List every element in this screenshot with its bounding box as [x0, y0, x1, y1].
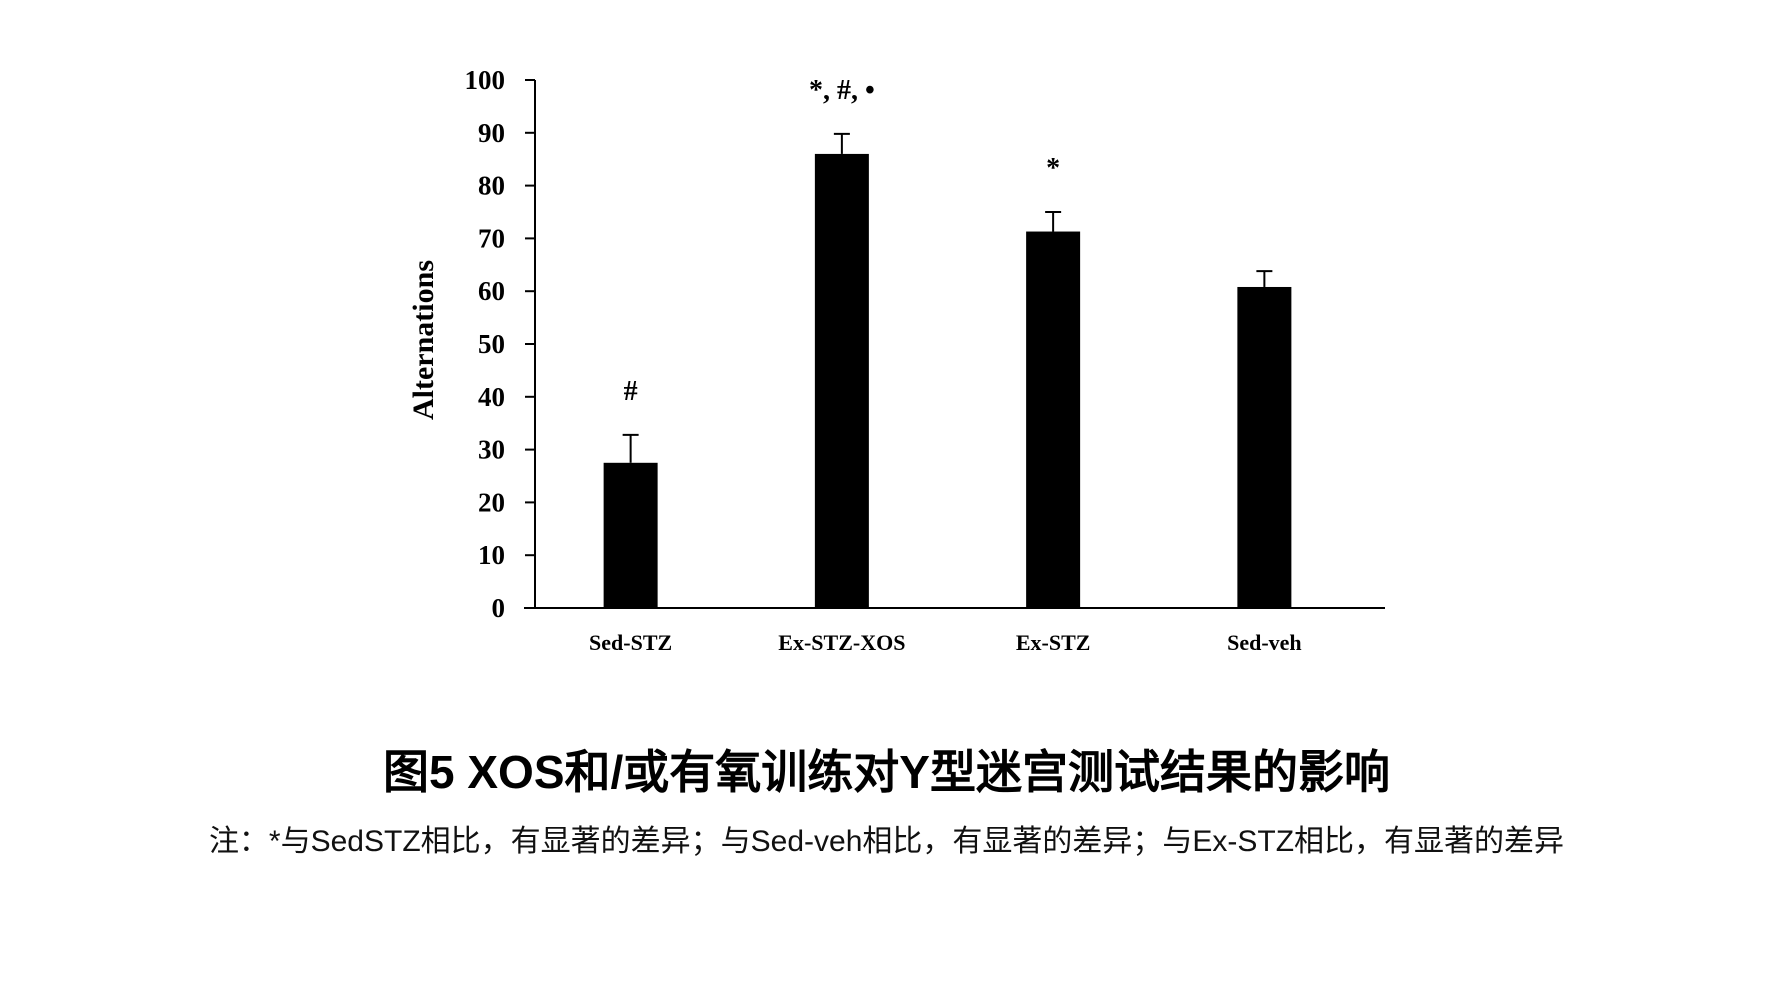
significance-annotation: #	[624, 376, 638, 407]
x-categories-layer: Sed-STZ Ex-STZ-XOS Ex-STZ Sed-veh	[589, 630, 1302, 655]
bar	[1237, 286, 1292, 608]
x-category-label: Sed-veh	[1227, 630, 1302, 655]
y-tick-label: 40	[478, 382, 505, 412]
bar-chart: 0 10 20 30 40 50 60 70 80 90 100 Sed-STZ Ex-STZ-XOS…	[407, 65, 1385, 655]
significance-annotation: *	[1046, 153, 1060, 184]
bar	[1026, 231, 1081, 608]
annotations-layer: # *, #, • *	[624, 75, 1061, 407]
y-axis-label: Alternations	[407, 260, 440, 420]
y-tick-label: 60	[478, 276, 505, 306]
y-tick-label: 30	[478, 435, 505, 465]
bars-layer	[603, 132, 1292, 609]
y-tick-label: 70	[478, 223, 505, 253]
y-tick-label: 50	[478, 329, 505, 359]
x-category-label: Ex-STZ	[1016, 630, 1091, 655]
y-tick-label: 100	[465, 65, 506, 95]
y-tick-label: 90	[478, 118, 505, 148]
y-tick-label: 10	[478, 540, 505, 570]
x-category-label: Ex-STZ-XOS	[778, 630, 905, 655]
y-tick-label: 20	[478, 487, 505, 517]
figure-caption-note: 注：*与SedSTZ相比，有显著的差异；与Sed-veh相比，有显著的差异；与E…	[208, 825, 1565, 858]
bar	[603, 462, 658, 608]
x-category-label: Sed-STZ	[589, 630, 672, 655]
y-ticks-layer: 0 10 20 30 40 50 60 70 80 90 100	[465, 65, 535, 623]
figure-caption-title: 图5 XOS和/或有氧训练对Y型迷宫测试结果的影响	[383, 746, 1390, 798]
y-tick-label: 0	[492, 593, 506, 623]
significance-annotation: *, #, •	[809, 75, 875, 106]
y-tick-label: 80	[478, 171, 505, 201]
bar	[814, 153, 869, 609]
